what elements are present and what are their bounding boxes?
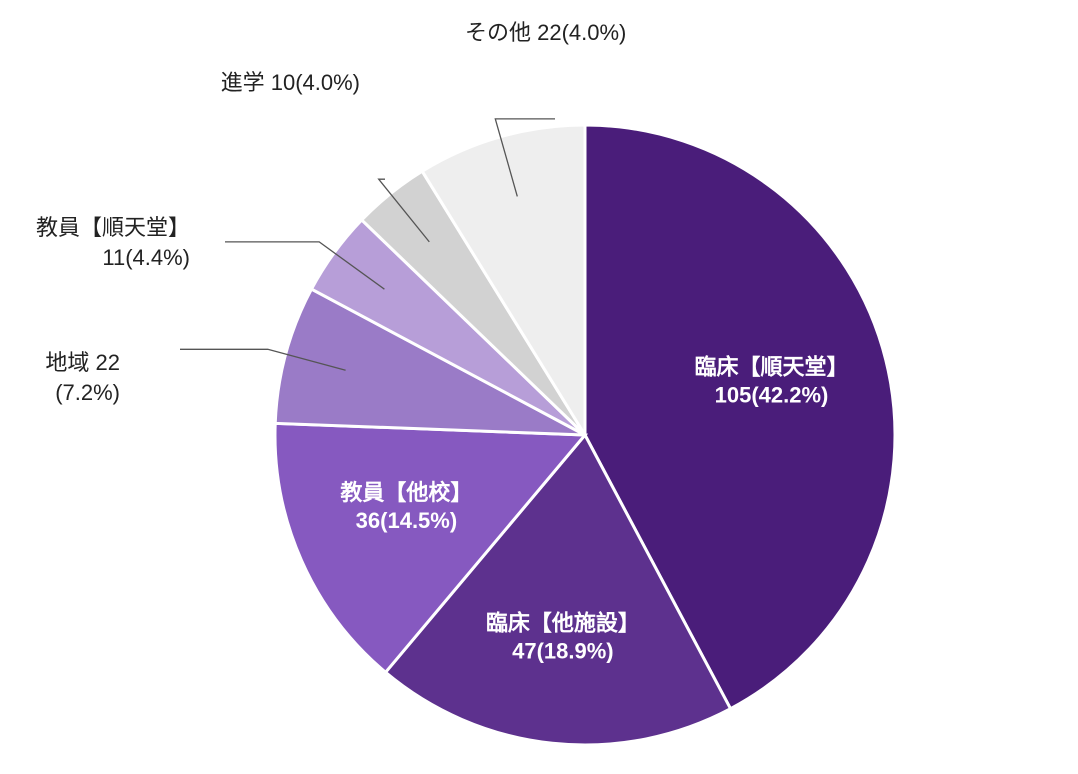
label-shingaku: 進学 10(4.0%) — [221, 70, 360, 95]
label-sonota: その他 22(4.0%) — [465, 20, 626, 45]
pie-chart: 臨床【順天堂】105(42.2%)臨床【他施設】47(18.9%)教員【他校】3… — [0, 0, 1078, 774]
